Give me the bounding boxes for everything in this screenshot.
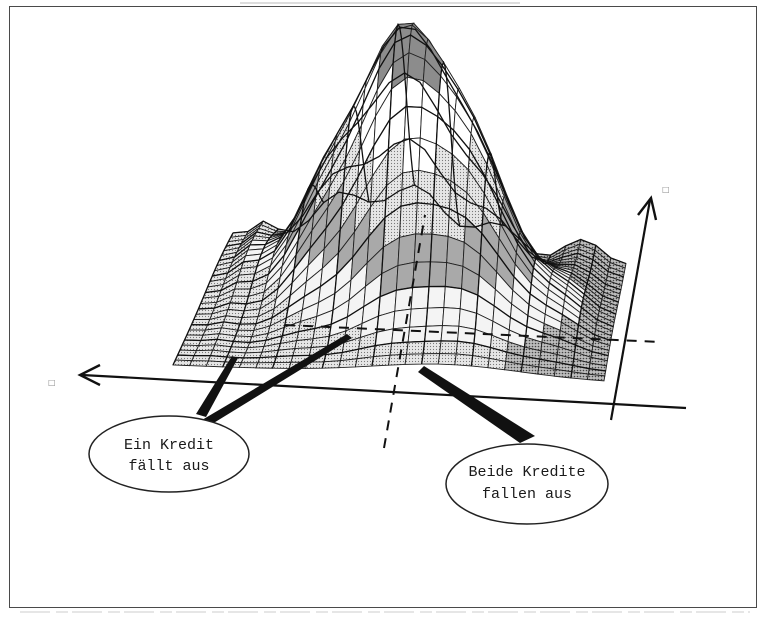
surface-ridge-line	[198, 105, 614, 328]
surface-cell	[418, 137, 437, 175]
surface-cell	[439, 340, 459, 355]
surface-cell	[371, 354, 391, 367]
y-axis-line	[609, 199, 652, 421]
surface-cell	[413, 233, 433, 263]
surface-ridge-line	[212, 26, 619, 303]
surface-cell	[421, 353, 441, 365]
surface-cell	[294, 338, 314, 350]
surface-ridge-line	[222, 228, 279, 368]
surface-cell	[255, 362, 276, 369]
surface-cell	[437, 353, 457, 366]
surface-cell	[172, 359, 193, 367]
surface-cell	[429, 233, 449, 264]
surface-ridge-line	[520, 254, 552, 373]
surface-cell	[237, 323, 257, 331]
surface-cell	[425, 307, 445, 327]
surface-cell	[190, 318, 211, 326]
surface-cell	[443, 285, 463, 310]
dashed-guide-vertical	[383, 214, 426, 449]
surface-cell	[387, 353, 408, 366]
surface-cell	[406, 340, 426, 355]
surface-cell	[422, 340, 442, 355]
surface-ridge-line	[321, 105, 370, 369]
surface-cell	[410, 286, 430, 310]
dashed-guide-horizontal	[284, 324, 662, 343]
surface-cell	[271, 361, 292, 369]
surface-ridge-line	[177, 340, 606, 372]
surface-cell	[238, 362, 259, 369]
surface-cell	[441, 307, 461, 327]
surface-cell	[454, 353, 474, 367]
surface-cell	[397, 233, 417, 267]
surface-cell	[188, 324, 209, 331]
y-axis-tick-mark: □	[662, 185, 670, 194]
surface-cell	[392, 308, 412, 330]
joint-default-callout-bubble	[445, 443, 609, 525]
single-default-pointer-b	[202, 334, 352, 424]
surface-cell	[389, 341, 409, 356]
surface-ridge-line	[225, 137, 624, 278]
surface-ridge-line	[371, 22, 416, 367]
surface-ridge-line	[421, 60, 461, 365]
surface-ridge-line	[232, 184, 627, 265]
surface-cell	[427, 286, 446, 309]
joint-default-pointer	[418, 366, 535, 443]
surface-mesh	[172, 22, 627, 379]
surface-cell	[186, 329, 207, 336]
joint-default-label-line2: fallen aus	[482, 486, 572, 503]
surface-cell	[415, 202, 434, 235]
single-default-callout-bubble	[88, 415, 250, 493]
surface-cell	[399, 202, 418, 238]
surface-cell	[205, 360, 226, 368]
surface-cell	[428, 261, 448, 287]
y-axis-arrowhead	[637, 195, 658, 221]
surface-cell	[191, 355, 212, 362]
surface-cell	[193, 349, 214, 357]
surface-ridge-line	[219, 72, 622, 291]
single-default-pointer-a	[196, 356, 238, 417]
surface-ridge-line	[172, 232, 234, 366]
surface-cell	[457, 325, 476, 344]
surface-cell	[195, 344, 216, 352]
surface-ridge-line	[205, 34, 617, 315]
surface-ridge-line	[470, 151, 506, 367]
surface-cell	[431, 203, 450, 237]
surface-cell	[407, 325, 427, 343]
surface-cell	[405, 76, 424, 108]
surface-ridge-line	[570, 245, 597, 379]
surface-cell	[231, 288, 252, 297]
x-axis-line	[81, 373, 687, 410]
surface-cell	[188, 360, 210, 367]
surface-cell	[354, 356, 375, 368]
surface-cell	[404, 353, 424, 365]
x-axis-arrowhead	[77, 363, 101, 387]
surface-ridge-line	[271, 183, 325, 369]
surface-ridge-line	[184, 285, 609, 357]
surface-cell	[444, 262, 464, 290]
single-default-label-line1: Ein Kredit	[124, 437, 214, 454]
surface-ridge-line	[191, 202, 611, 342]
joint-default-label-line1: Beide Kredite	[468, 464, 585, 481]
surface-cell	[400, 169, 420, 207]
surface-cell	[292, 347, 312, 357]
surface-cell	[586, 373, 606, 382]
surface-cell	[321, 360, 342, 369]
surface-cell	[416, 169, 436, 205]
single-default-label-line2: fällt aus	[128, 458, 209, 475]
x-axis-tick-mark: □	[48, 378, 56, 387]
surface-cell	[409, 307, 429, 328]
surface-cell	[424, 325, 443, 342]
